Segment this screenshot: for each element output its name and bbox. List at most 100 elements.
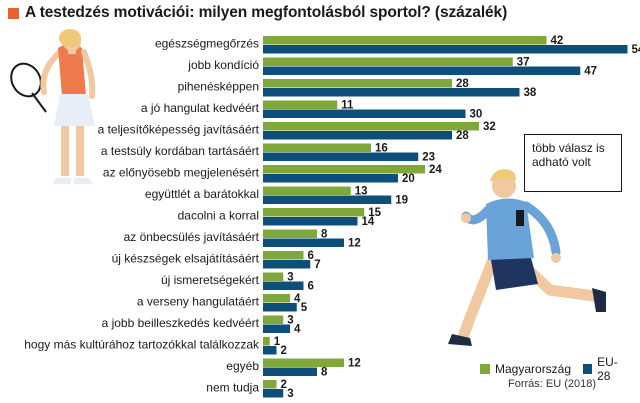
value-label-hungary: 28	[456, 78, 469, 90]
category-label: a jó hangulat kedvéért	[141, 101, 260, 115]
runner-illustration	[448, 169, 606, 346]
category-label: dacolni a korral	[178, 209, 259, 223]
bar-eu	[263, 195, 392, 204]
value-label-eu: 3	[287, 388, 293, 400]
category-label: egészségmegőrzés	[155, 37, 259, 51]
bar-hungary	[263, 208, 365, 217]
bars-group: egészségmegőrzés4254jobb kondíció3747pih…	[24, 35, 640, 400]
bar-eu	[263, 346, 277, 355]
value-label-hungary: 15	[368, 207, 381, 219]
bar-eu	[263, 152, 419, 161]
title-marker	[8, 7, 19, 19]
value-label-eu: 2	[281, 345, 287, 357]
bar-hungary	[263, 36, 547, 45]
value-label-eu: 5	[301, 302, 308, 314]
value-label-hungary: 32	[483, 121, 496, 133]
value-label-hungary: 8	[321, 229, 328, 241]
value-label-hungary: 6	[308, 250, 314, 262]
bar-hungary	[263, 143, 371, 152]
value-label-eu: 8	[321, 367, 328, 379]
value-label-hungary: 13	[355, 186, 368, 198]
value-label-eu: 14	[362, 216, 375, 228]
legend-item-eu: EU-28	[583, 355, 628, 383]
tennis-player-illustration	[10, 29, 96, 184]
bar-hungary	[263, 122, 479, 131]
value-label-eu: 38	[524, 87, 537, 99]
category-label: pihenésképpen	[178, 80, 259, 94]
bar-eu	[263, 389, 284, 398]
value-label-hungary: 2	[281, 379, 287, 391]
legend-swatch-eu	[583, 364, 593, 374]
bar-hungary	[263, 380, 277, 389]
bar-hungary	[263, 272, 284, 281]
bar-hungary	[263, 294, 290, 303]
value-label-eu: 47	[584, 66, 597, 78]
bar-eu	[263, 131, 452, 140]
bar-eu	[263, 238, 344, 247]
bar-hungary	[263, 358, 344, 367]
bar-hungary	[263, 251, 304, 260]
bar-eu	[263, 174, 398, 183]
source-note: Forrás: EU (2018)	[508, 378, 597, 390]
value-label-hungary: 4	[294, 293, 301, 305]
bar-eu	[263, 109, 466, 118]
value-label-eu: 4	[294, 324, 301, 336]
bar-eu	[263, 303, 297, 312]
bar-hungary	[263, 57, 513, 66]
bar-hungary	[263, 165, 425, 174]
category-label: egyéb	[226, 359, 259, 373]
bar-hungary	[263, 315, 284, 324]
bar-eu	[263, 324, 290, 333]
legend: Magyarország EU-28	[480, 355, 640, 383]
value-label-eu: 30	[470, 109, 483, 121]
chart-title: A testedzés motivációi: milyen megfontol…	[25, 4, 508, 21]
bar-eu	[263, 217, 358, 226]
legend-swatch-hungary	[480, 364, 490, 374]
category-label: a jobb beilleszkedés kedvéért	[102, 316, 260, 330]
legend-label-hungary: Magyarország	[495, 362, 572, 376]
value-label-hungary: 12	[348, 358, 361, 370]
category-label: a testsúly kordában tartásáért	[101, 144, 260, 158]
category-label: hogy más kultúrához tartozókkal találkoz…	[24, 338, 260, 352]
value-label-eu: 6	[308, 281, 314, 293]
category-label: új készségek elsajátításáért	[112, 252, 260, 266]
bar-hungary	[263, 337, 270, 346]
category-label: az előnyösebb megjelenésért	[103, 166, 260, 180]
category-label: nem tudja	[206, 381, 259, 395]
category-label: a teljesítőképesség javításáért	[98, 123, 260, 137]
value-label-hungary: 11	[341, 100, 354, 112]
bar-eu	[263, 367, 317, 376]
category-label: együttlét a barátokkal	[145, 187, 259, 201]
bar-hungary	[263, 186, 351, 195]
value-label-hungary: 3	[287, 272, 293, 284]
title-block: A testedzés motivációi: milyen megfontol…	[8, 3, 507, 23]
bar-hungary	[263, 229, 317, 238]
value-label-eu: 7	[314, 259, 320, 271]
multiple-answers-note: több válasz is adható volt	[524, 134, 622, 192]
value-label-eu: 12	[348, 238, 361, 250]
bar-eu	[263, 260, 311, 269]
category-label: az önbecsülés javításáért	[124, 230, 260, 244]
bar-eu	[263, 281, 304, 290]
value-label-hungary: 1	[274, 336, 281, 348]
bar-eu	[263, 45, 628, 54]
value-label-eu: 23	[422, 152, 435, 164]
category-label: jobb kondíció	[187, 58, 259, 72]
value-label-hungary: 16	[375, 143, 388, 155]
legend-item-hungary: Magyarország	[480, 362, 571, 376]
bar-hungary	[263, 79, 452, 88]
value-label-eu: 19	[395, 195, 408, 207]
value-label-eu: 28	[456, 130, 469, 142]
bar-hungary	[263, 100, 338, 109]
bar-eu	[263, 66, 581, 75]
category-label: a verseny hangulatáért	[137, 295, 260, 309]
value-label-hungary: 3	[287, 315, 293, 327]
category-label: új ismeretségekért	[161, 273, 260, 287]
bar-eu	[263, 88, 520, 97]
value-label-hungary: 24	[429, 164, 442, 176]
value-label-eu: 54	[632, 44, 640, 56]
legend-label-eu: EU-28	[597, 355, 618, 383]
value-label-eu: 20	[402, 173, 415, 185]
value-label-hungary: 42	[551, 35, 564, 47]
